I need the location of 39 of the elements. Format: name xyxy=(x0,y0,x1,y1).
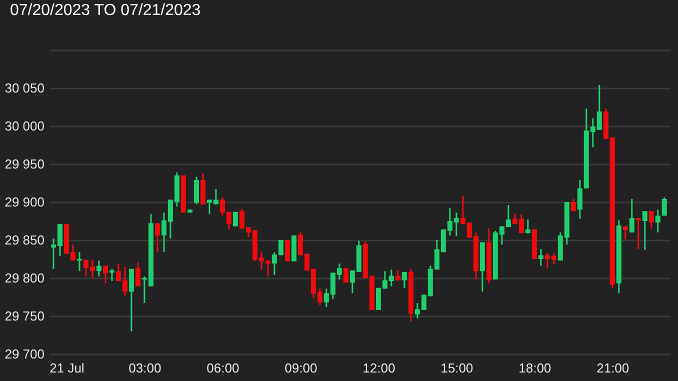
candlestick xyxy=(232,211,238,228)
candlestick xyxy=(154,222,160,253)
candlestick xyxy=(525,218,530,234)
y-tick-label: 30 050 xyxy=(4,80,44,96)
candlestick xyxy=(648,210,654,230)
chart-title: 07/20/2023 TO 07/21/2023 xyxy=(10,2,201,19)
candlestick xyxy=(96,260,102,278)
candlestick xyxy=(570,198,576,212)
candlestick xyxy=(194,176,199,206)
y-tick-label: 29 700 xyxy=(4,346,44,362)
candlestick xyxy=(629,198,634,234)
candlestick xyxy=(284,239,290,262)
x-tick-label: 12:00 xyxy=(362,360,396,376)
candlestick xyxy=(662,196,667,216)
candlestick xyxy=(128,268,134,332)
candlestick xyxy=(577,179,582,220)
y-tick-label: 29 950 xyxy=(4,156,44,172)
x-tick-label: 03:00 xyxy=(128,360,162,376)
candlestick xyxy=(395,270,400,282)
y-tick-label: 29 900 xyxy=(4,194,44,210)
candlestick xyxy=(343,267,348,284)
x-tick-label: 21:00 xyxy=(596,360,630,376)
x-tick-label: 09:00 xyxy=(284,360,318,376)
x-tick-label: 06:00 xyxy=(206,360,240,376)
candlestick xyxy=(538,248,544,267)
candlestick xyxy=(76,251,82,272)
candlestick xyxy=(655,208,660,234)
y-tick-label: 29 750 xyxy=(4,308,44,324)
candlestick xyxy=(642,210,648,251)
y-tick-label: 29 800 xyxy=(4,270,44,286)
y-tick-label: 29 850 xyxy=(4,232,44,248)
y-tick-label: 30 000 xyxy=(4,118,44,134)
candlestick xyxy=(622,226,628,240)
candlestick xyxy=(102,265,108,284)
candlestick xyxy=(402,271,407,289)
candlestick xyxy=(135,261,140,288)
x-tick-label: 15:00 xyxy=(440,360,474,376)
x-tick-label: 18:00 xyxy=(518,360,552,376)
x-tick-label: 21 Jul xyxy=(50,360,84,376)
